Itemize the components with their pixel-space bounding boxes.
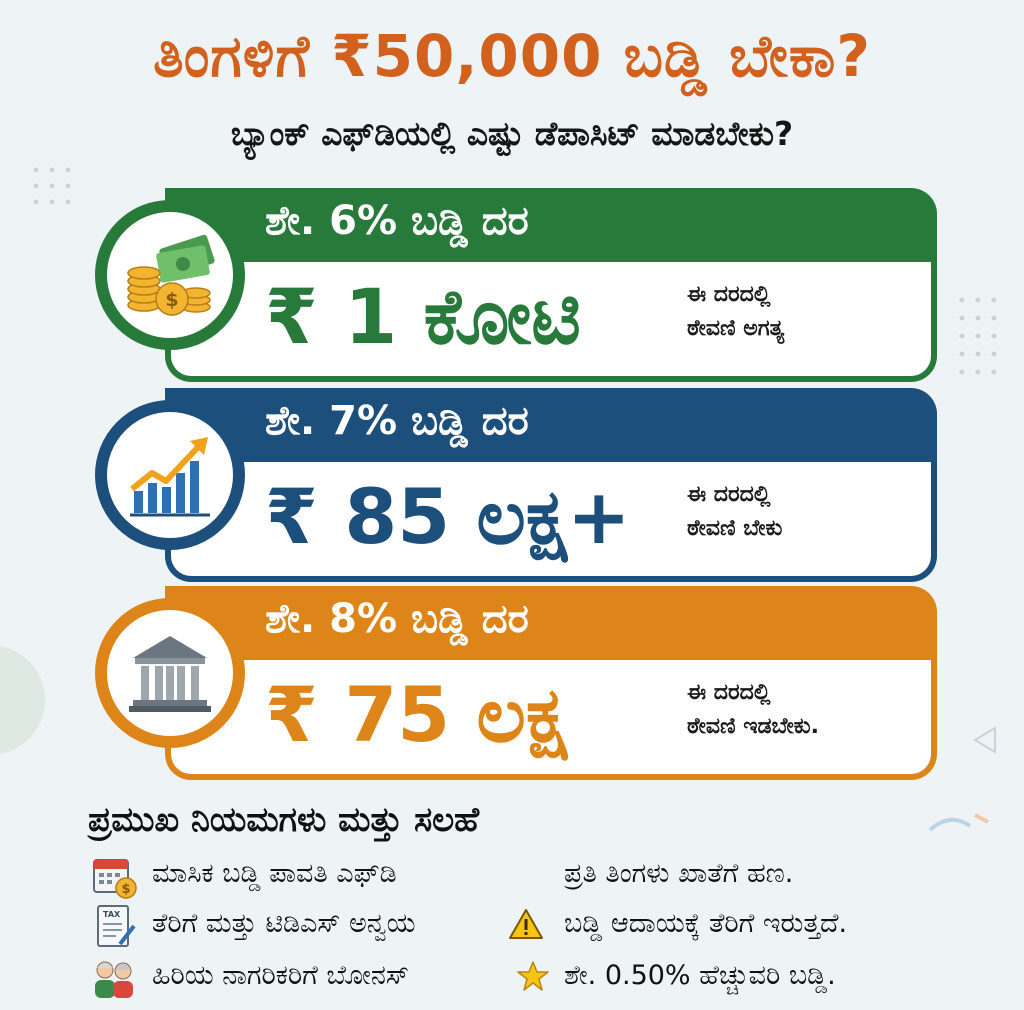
card-icon-badge: $: [95, 200, 245, 350]
svg-text:$: $: [165, 289, 178, 311]
card-icon-badge: [95, 400, 245, 550]
bank-building-icon: [129, 636, 211, 712]
rate-card-header: ಶೇ. 6% ಬಡ್ಡಿ ದರ: [165, 188, 937, 262]
rate-card-header: ಶೇ. 7% ಬಡ್ಡಿ ದರ: [165, 388, 937, 462]
deposit-note-line2: ಠೇವಣಿ ಬೇಕು: [687, 516, 783, 541]
rate-card-header: ಶೇ. 8% ಬಡ್ಡಿ ದರ: [165, 586, 937, 660]
interest-rate-label: ಶೇ. 8% ಬಡ್ಡಿ ದರ: [265, 596, 529, 642]
rate-card-6-percent: ಶೇ. 6% ಬಡ್ಡಿ ದರ ₹ 1 ಕೋಟಿ ಈ ದರದಲ್ಲಿ ಠೇವಣಿ…: [95, 188, 937, 383]
rule-value: ಬಡ್ಡಿ ಆದಾಯಕ್ಕೆ ತೆರಿಗೆ ಇರುತ್ತದೆ.: [564, 908, 848, 939]
rules-heading: ಪ್ರಮುಖ ನಿಯಮಗಳು ಮತ್ತು ಸಲಹೆ: [88, 800, 480, 840]
deposit-note-line1: ಈ ದರದಲ್ಲಿ: [687, 282, 771, 307]
deposit-amount: ₹ 75 ಲಕ್ಷ: [265, 670, 568, 759]
rate-card-body: ₹ 85 ಲಕ್ಷ+ ಈ ದರದಲ್ಲಿ ಠೇವಣಿ ಬೇಕು: [165, 462, 937, 582]
calendar-coin-icon: $: [93, 859, 137, 899]
interest-rate-label: ಶೇ. 7% ಬಡ್ಡಿ ದರ: [265, 398, 529, 444]
svg-text:TAX: TAX: [103, 910, 121, 919]
rule-row: ಹಿರಿಯ ನಾಗರಿಕರಿಗೆ ಬೋನಸ್ ಶೇ. 0.50% ಹೆಚ್ಚುವ…: [90, 952, 970, 1004]
rate-card-body: ₹ 75 ಲಕ್ಷ ಈ ದರದಲ್ಲಿ ಠೇವಣಿ ಇಡಬೇಕು.: [165, 660, 937, 780]
page-title: ತಿಂಗಳಿಗೆ ₹50,000 ಬಡ್ಡಿ ಬೇಕಾ?: [152, 22, 872, 90]
page-subtitle: ಬ್ಯಾಂಕ್ ಎಫ್‌ಡಿಯಲ್ಲಿ ಎಷ್ಟು ಡೆಪಾಸಿಟ್ ಮಾಡಬೇ…: [230, 114, 794, 153]
rule-label: ತೆರಿಗೆ ಮತ್ತು ಟಿಡಿಎಸ್ ಅನ್ವಯ: [152, 908, 416, 939]
interest-rate-label: ಶೇ. 6% ಬಡ್ಡಿ ದರ: [265, 198, 529, 244]
rate-card-7-percent: ಶೇ. 7% ಬಡ್ಡಿ ದರ ₹ 85 ಲಕ್ಷ+ ಈ ದರದಲ್ಲಿ ಠೇವ…: [95, 388, 937, 583]
deposit-note-line1: ಈ ದರದಲ್ಲಿ: [687, 482, 771, 507]
svg-text:$: $: [121, 882, 130, 897]
rule-label: ಮಾಸಿಕ ಬಡ್ಡಿ ಪಾವತಿ ಎಫ್‌ಡಿ: [152, 858, 397, 889]
senior-citizens-icon: [95, 961, 133, 998]
rule-row: TAX ತೆರಿಗೆ ಮತ್ತು ಟಿಡಿಎಸ್ ಅನ್ವಯ ಬಡ್ಡಿ ಆದಾ…: [90, 900, 970, 952]
rate-card-8-percent: ಶೇ. 8% ಬಡ್ಡಿ ದರ ₹ 75 ಲಕ್ಷ ಈ ದರದಲ್ಲಿ ಠೇವಣ…: [95, 586, 937, 781]
tax-form-icon: TAX: [97, 905, 136, 947]
star-icon: [517, 961, 549, 991]
deposit-note: ಈ ದರದಲ್ಲಿ ಠೇವಣಿ ಅಗತ್ಯ: [687, 278, 784, 346]
deposit-note-line1: ಈ ದರದಲ್ಲಿ: [687, 680, 771, 705]
deposit-note-line2: ಠೇವಣಿ ಇಡಬೇಕು.: [687, 714, 820, 739]
rule-label: ಹಿರಿಯ ನಾಗರಿಕರಿಗೆ ಬೋನಸ್: [152, 960, 410, 991]
rule-row: $ ಮಾಸಿಕ ಬಡ್ಡಿ ಪಾವತಿ ಎಫ್‌ಡಿ ಪ್ರತಿ ತಿಂಗಳು …: [90, 850, 970, 902]
deposit-note-line2: ಠೇವಣಿ ಅಗತ್ಯ: [687, 316, 785, 341]
rule-value: ಪ್ರತಿ ತಿಂಗಳು ಖಾತೆಗೆ ಹಣ.: [564, 858, 794, 889]
deposit-amount: ₹ 85 ಲಕ್ಷ+: [265, 472, 631, 561]
rule-value: ಶೇ. 0.50% ಹೆಚ್ಚುವರಿ ಬಡ್ಡಿ.: [564, 960, 836, 991]
deposit-note: ಈ ದರದಲ್ಲಿ ಠೇವಣಿ ಬೇಕು: [687, 478, 782, 546]
rate-card-body: ₹ 1 ಕೋಟಿ ಈ ದರದಲ್ಲಿ ಠೇವಣಿ ಅಗತ್ಯ: [165, 262, 937, 382]
warning-icon: [509, 909, 543, 939]
growth-chart-icon: [130, 437, 210, 517]
deposit-amount: ₹ 1 ಕೋಟಿ: [265, 272, 581, 361]
deposit-note: ಈ ದರದಲ್ಲಿ ಠೇವಣಿ ಇಡಬೇಕು.: [687, 676, 819, 744]
money-coins-icon: $: [127, 234, 215, 316]
card-icon-badge: [95, 598, 245, 748]
